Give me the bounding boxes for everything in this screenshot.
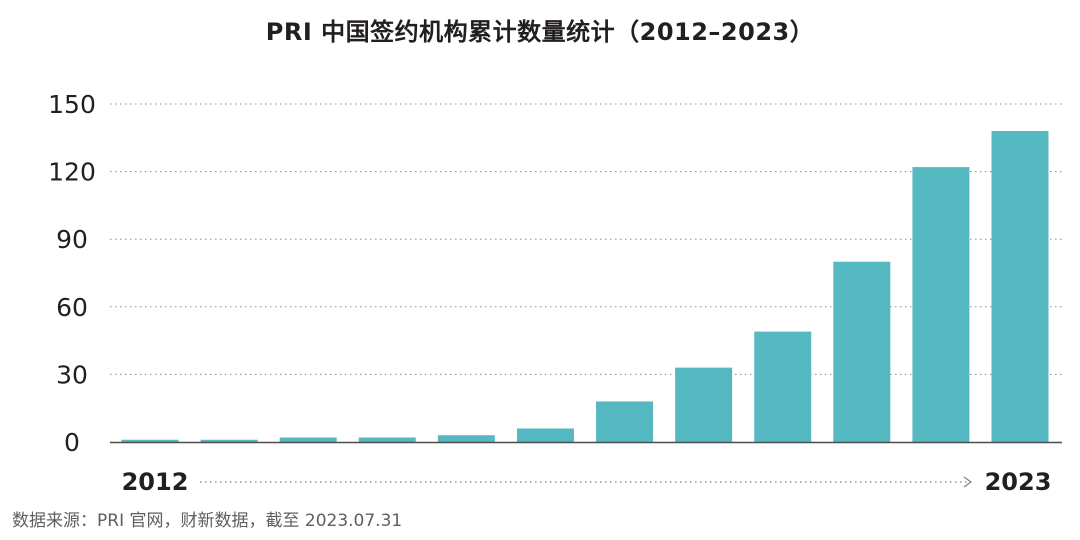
x-axis: 2012 2023: [122, 468, 1052, 496]
bar-2016: [437, 435, 495, 442]
bars: [121, 131, 1049, 443]
y-tick-label: 150: [48, 90, 96, 119]
y-tick-label: 120: [48, 158, 96, 187]
grid-lines: [110, 103, 1062, 375]
bar-2014: [279, 437, 337, 442]
bar-2013: [200, 439, 258, 442]
data-source-note: 数据来源：PRI 官网，财新数据，截至 2023.07.31: [12, 511, 403, 531]
y-tick-label: 60: [56, 293, 88, 322]
x-label-start: 2012: [122, 468, 189, 496]
y-tick-label: 90: [56, 225, 88, 254]
bar-2015: [358, 437, 416, 442]
y-tick-label: 30: [56, 360, 88, 389]
bar-2020: [754, 331, 812, 442]
bar-2018: [596, 401, 654, 442]
timeline-arrow-head: [963, 476, 973, 488]
x-label-end: 2023: [985, 468, 1052, 496]
bar-2017: [516, 428, 574, 442]
chart-title: PRI 中国签约机构累计数量统计（2012–2023）: [265, 18, 815, 46]
bar-2022: [912, 167, 970, 443]
bar-2019: [675, 367, 733, 442]
y-axis-ticks: 0 30 60 90 120 150: [48, 90, 96, 457]
bar-2023: [991, 131, 1049, 443]
bar-2012: [121, 439, 179, 442]
bar-2021: [833, 261, 891, 442]
y-tick-label: 0: [64, 428, 80, 457]
